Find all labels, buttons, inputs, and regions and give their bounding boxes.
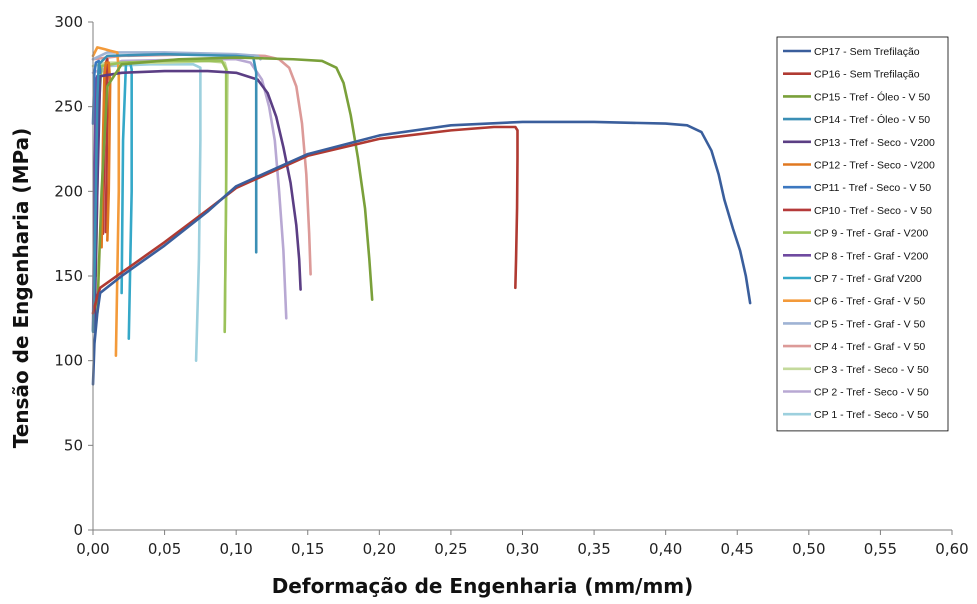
x-tick-label: 0,20 xyxy=(363,540,396,558)
legend-item: CP17 - Sem Trefilação xyxy=(783,46,920,58)
series-line-cp-6-tref-graf-v-50 xyxy=(91,46,121,357)
legend-label: CP15 - Tref - Óleo - V 50 xyxy=(814,90,930,103)
series-line-cp16-sem-trefila-o xyxy=(91,125,519,315)
x-tick-label: 0,25 xyxy=(434,540,467,558)
legend-item: CP 5 - Tref - Graf - V 50 xyxy=(783,318,925,330)
y-tick-label: 50 xyxy=(64,436,83,454)
y-tick-label: 300 xyxy=(54,13,83,31)
legend-label: CP 7 - Tref - Graf V200 xyxy=(814,273,922,285)
legend-label: CP 5 - Tref - Graf - V 50 xyxy=(814,318,925,330)
x-tick-label: 0,15 xyxy=(291,540,324,558)
x-tick-label: 0,45 xyxy=(721,540,754,558)
legend-item: CP 9 - Tref - Graf - V200 xyxy=(783,228,928,240)
x-axis-tick-marks xyxy=(92,530,953,535)
series-line-cp15-tref-leo-v-50 xyxy=(96,56,374,315)
x-axis-title: Deformação de Engenharia (mm/mm) xyxy=(272,574,694,598)
legend-item: CP16 - Sem Trefilação xyxy=(783,69,920,81)
legend-label: CP 6 - Tref - Graf - V 50 xyxy=(814,296,925,308)
legend-label: CP 8 - Tref - Graf - V200 xyxy=(814,250,928,262)
series-line-cp12-tref-seco-v200 xyxy=(100,61,112,249)
y-tick-label: 0 xyxy=(73,521,83,539)
series-line-cp17-sem-trefila-o xyxy=(91,120,752,386)
legend-label: CP10 - Tref - Seco - V 50 xyxy=(814,205,932,217)
legend-label: CP12 - Tref - Seco - V200 xyxy=(814,160,935,172)
legend-item: CP15 - Tref - Óleo - V 50 xyxy=(783,90,930,103)
legend-label: CP 2 - Tref - Seco - V 50 xyxy=(814,387,929,399)
legend-label: CP16 - Sem Trefilação xyxy=(814,69,920,81)
series-layer xyxy=(91,46,752,386)
series-line-cp-3-tref-seco-v-50 xyxy=(91,59,229,332)
x-tick-label: 0,50 xyxy=(792,540,825,558)
y-tick-label: 150 xyxy=(54,267,83,285)
y-axis-tick-labels: 0 50 100 150 200 250 300 xyxy=(54,13,83,539)
legend-label: CP14 - Tref - Óleo - V 50 xyxy=(814,113,930,126)
legend-item: CP12 - Tref - Seco - V200 xyxy=(783,160,935,172)
series-line-cp-5-tref-graf-v-50 xyxy=(91,51,262,61)
legend-item: CP 4 - Tref - Graf - V 50 xyxy=(783,341,925,353)
x-tick-label: 0,30 xyxy=(506,540,539,558)
legend-item: CP13 - Tref - Seco - V200 xyxy=(783,137,935,149)
x-tick-label: 0,60 xyxy=(935,540,968,558)
legend-label: CP 9 - Tref - Graf - V200 xyxy=(814,228,928,240)
y-axis-title: Tensão de Engenharia (MPa) xyxy=(9,128,33,448)
legend-item: CP 6 - Tref - Graf - V 50 xyxy=(783,296,925,308)
series-line-cp-7-tref-graf-v200 xyxy=(120,61,133,340)
legend-box xyxy=(776,36,949,432)
legend-item: CP 3 - Tref - Seco - V 50 xyxy=(783,364,929,376)
legend-item: CP 7 - Tref - Graf V200 xyxy=(783,273,922,285)
x-tick-label: 0,05 xyxy=(148,540,181,558)
legend-label: CP 3 - Tref - Seco - V 50 xyxy=(814,364,929,376)
series-line-cp14-tref-leo-v-50 xyxy=(91,52,258,334)
series-line-cp13-tref-seco-v200 xyxy=(93,69,302,334)
legend-label: CP17 - Sem Trefilação xyxy=(814,46,920,58)
legend-label: CP13 - Tref - Seco - V200 xyxy=(814,137,935,149)
y-tick-label: 100 xyxy=(54,352,83,370)
series-line-cp11-tref-seco-v-50 xyxy=(91,59,102,125)
legend-label: CP 4 - Tref - Graf - V 50 xyxy=(814,341,925,353)
legend: CP17 - Sem Trefilação CP16 - Sem Trefilaç… xyxy=(776,36,949,432)
legend-label: CP11 - Tref - Seco - V 50 xyxy=(814,182,931,194)
x-tick-label: 0,35 xyxy=(577,540,610,558)
x-tick-label: 0,10 xyxy=(219,540,252,558)
y-tick-label: 200 xyxy=(54,182,83,200)
legend-item: CP14 - Tref - Óleo - V 50 xyxy=(783,113,930,126)
legend-item: CP 2 - Tref - Seco - V 50 xyxy=(783,387,929,399)
y-tick-label: 250 xyxy=(54,98,83,116)
legend-item: CP 1 - Tref - Seco - V 50 xyxy=(783,409,929,421)
legend-item: CP11 - Tref - Seco - V 50 xyxy=(783,182,931,194)
x-tick-label: 0,55 xyxy=(864,540,897,558)
x-tick-label: 0,00 xyxy=(76,540,109,558)
y-axis-tick-marks xyxy=(88,21,93,531)
series-line-cp-9-tref-graf-v200 xyxy=(94,59,228,334)
legend-label: CP 1 - Tref - Seco - V 50 xyxy=(814,409,929,421)
x-axis-tick-labels: 0,00 0,05 0,10 0,15 0,20 0,25 0,30 0,35 0,40 0,45… xyxy=(76,540,968,558)
legend-item: CP10 - Tref - Seco - V 50 xyxy=(783,205,932,217)
x-tick-label: 0,40 xyxy=(649,540,682,558)
legend-item: CP 8 - Tref - Graf - V200 xyxy=(783,250,928,262)
